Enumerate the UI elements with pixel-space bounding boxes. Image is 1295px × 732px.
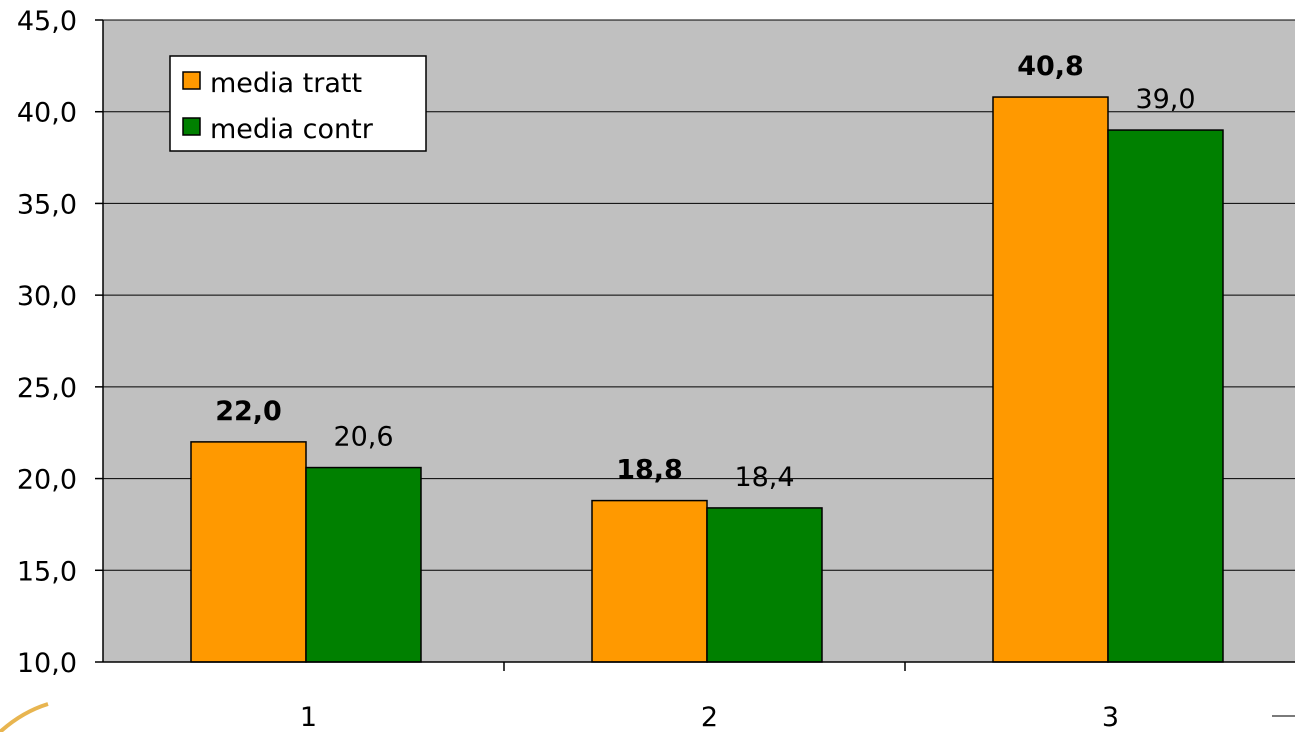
legend-box: [169, 55, 427, 152]
bar-media-tratt-3: [992, 96, 1109, 663]
y-tick-label: 35,0: [17, 189, 77, 220]
legend-label-media-tratt: media tratt: [210, 68, 362, 99]
decorative-swoosh-left: [0, 702, 49, 732]
bar-media-contr-2: [706, 507, 823, 663]
y-tick-label: 10,0: [17, 648, 77, 679]
bar-media-tratt-2: [591, 499, 708, 663]
legend: media tratt media contr: [169, 55, 427, 152]
data-label-media-contr-1: 20,6: [333, 422, 393, 453]
data-label-media-tratt-1: 22,0: [215, 396, 282, 427]
x-axis-ticks: 1 2 3: [300, 662, 1119, 732]
x-tick-label: 1: [300, 702, 317, 732]
bar-media-contr-1: [305, 466, 422, 663]
bar-media-contr-3: [1107, 129, 1224, 663]
axes: [102, 20, 1295, 663]
y-tick-label: 20,0: [17, 465, 77, 496]
x-tick-label: 2: [701, 702, 718, 732]
data-label-media-tratt-2: 18,8: [616, 455, 683, 486]
legend-swatch-media-tratt: [182, 71, 201, 90]
data-label-media-contr-3: 39,0: [1135, 84, 1195, 115]
data-label-media-contr-2: 18,4: [734, 462, 794, 493]
data-labels: 22,0 20,6 18,8 18,4 40,8 39,0: [215, 51, 1195, 493]
y-tick-label: 40,0: [17, 98, 77, 129]
legend-swatch-media-contr: [182, 117, 201, 136]
y-tick-label: 25,0: [17, 373, 77, 404]
y-tick-label: 30,0: [17, 281, 77, 312]
y-tick-label: 45,0: [17, 6, 77, 37]
bar-media-tratt-1: [190, 441, 307, 663]
y-tick-label: 15,0: [17, 556, 77, 587]
y-axis-ticks: 10,0 15,0 20,0 25,0 30,0 35,0 40,0 45,0: [17, 6, 103, 679]
data-label-media-tratt-3: 40,8: [1017, 51, 1084, 82]
legend-label-media-contr: media contr: [210, 114, 374, 145]
x-tick-label: 3: [1102, 702, 1119, 732]
